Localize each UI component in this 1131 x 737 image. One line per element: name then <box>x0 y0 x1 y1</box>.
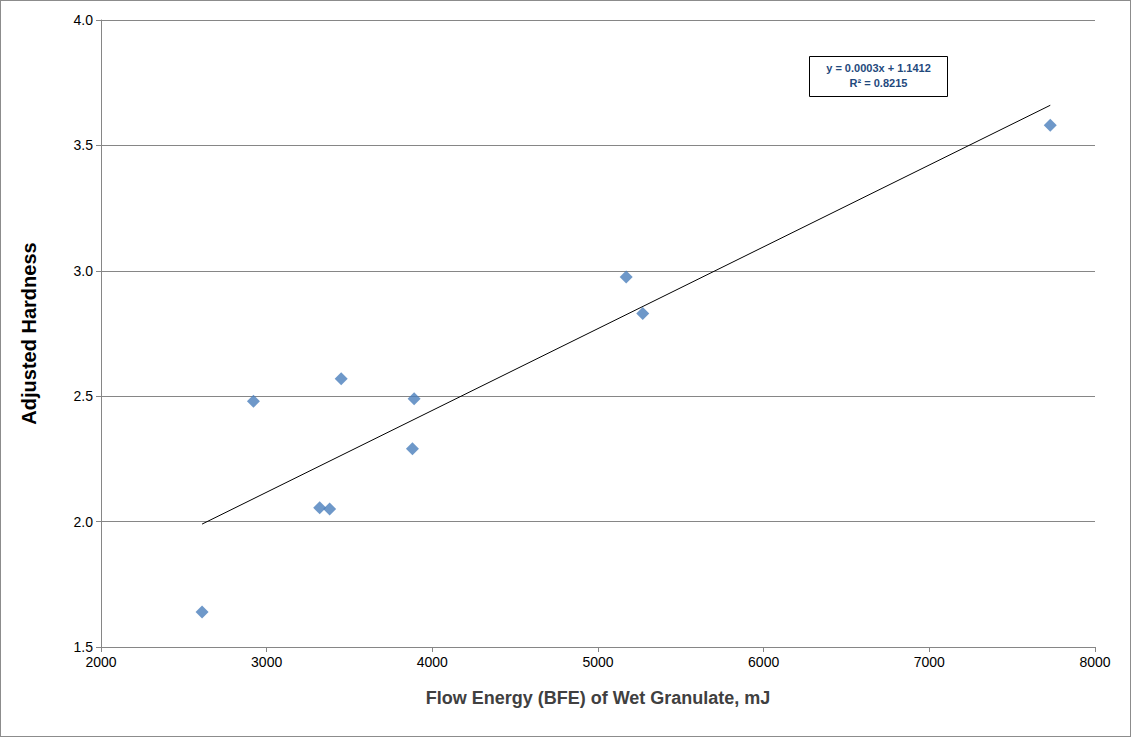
svg-text:3.5: 3.5 <box>74 137 94 153</box>
svg-text:8000: 8000 <box>1079 654 1110 670</box>
svg-text:1.5: 1.5 <box>74 639 94 655</box>
svg-text:6000: 6000 <box>748 654 779 670</box>
svg-text:2.5: 2.5 <box>74 388 94 404</box>
svg-text:3.0: 3.0 <box>74 263 94 279</box>
svg-text:Flow Energy (BFE) of Wet Granu: Flow Energy (BFE) of Wet Granulate, mJ <box>426 688 771 708</box>
svg-text:3000: 3000 <box>251 654 282 670</box>
svg-text:y = 0.0003x + 1.1412: y = 0.0003x + 1.1412 <box>826 62 931 74</box>
svg-text:7000: 7000 <box>914 654 945 670</box>
svg-text:4000: 4000 <box>417 654 448 670</box>
svg-text:2000: 2000 <box>85 654 116 670</box>
svg-text:Adjusted Hardness: Adjusted Hardness <box>18 242 40 424</box>
svg-text:4.0: 4.0 <box>74 12 94 28</box>
svg-text:R² = 0.8215: R² = 0.8215 <box>850 77 908 89</box>
svg-text:2.0: 2.0 <box>74 514 94 530</box>
svg-text:5000: 5000 <box>582 654 613 670</box>
